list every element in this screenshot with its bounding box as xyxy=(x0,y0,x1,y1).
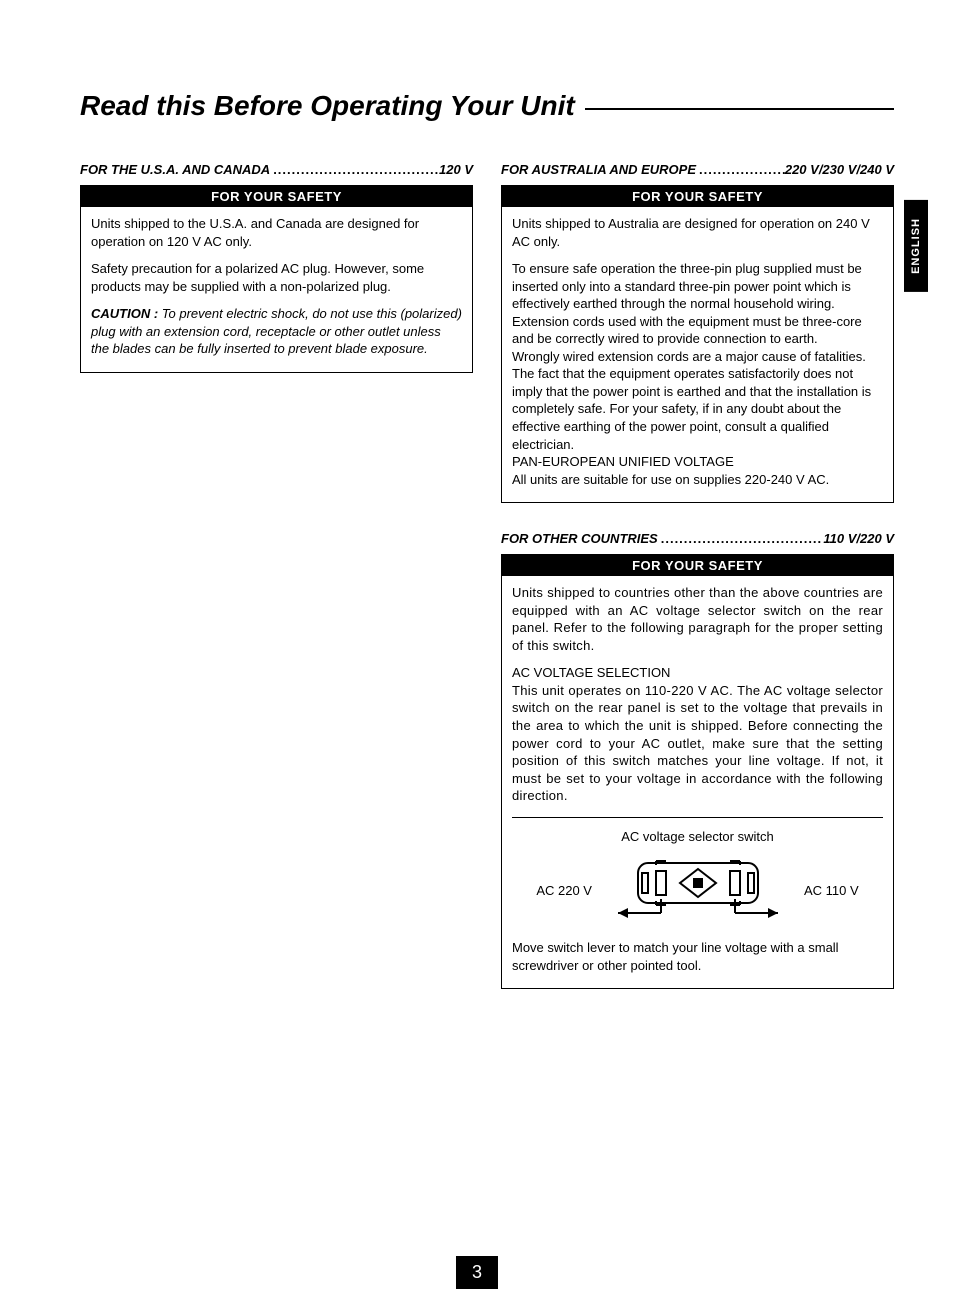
language-tab: ENGLISH xyxy=(904,200,928,292)
region-voltage: 220 V/230 V/240 V xyxy=(785,162,894,177)
voltage-selector-svg xyxy=(598,855,798,925)
other-p1: Units shipped to countries other than th… xyxy=(512,584,883,654)
diagram-caption: AC voltage selector switch xyxy=(512,828,883,846)
usa-caution: CAUTION : To prevent electric shock, do … xyxy=(91,305,462,358)
region-label: FOR OTHER COUNTRIES xyxy=(501,531,658,546)
safety-header: FOR YOUR SAFETY xyxy=(502,555,893,576)
region-dots: ........................................… xyxy=(658,531,824,546)
page-number: 3 xyxy=(456,1256,498,1289)
region-dots: ........................................… xyxy=(270,162,439,177)
region-header-usa: FOR THE U.S.A. AND CANADA ..............… xyxy=(80,162,473,177)
content-columns: FOR THE U.S.A. AND CANADA ..............… xyxy=(80,162,894,1011)
usa-p1: Units shipped to the U.S.A. and Canada a… xyxy=(91,215,462,250)
aus-p1: Units shipped to Australia are designed … xyxy=(512,215,883,250)
other-p2: This unit operates on 110-220 V AC. The … xyxy=(512,682,883,805)
voltage-selector-diagram: AC 220 V xyxy=(512,855,883,925)
left-column: FOR THE U.S.A. AND CANADA ..............… xyxy=(80,162,473,1011)
safety-box-other: FOR YOUR SAFETY Units shipped to countri… xyxy=(501,554,894,989)
page-title-text: Read this Before Operating Your Unit xyxy=(80,90,575,122)
safety-box-usa: FOR YOUR SAFETY Units shipped to the U.S… xyxy=(80,185,473,373)
page-title: Read this Before Operating Your Unit xyxy=(80,90,894,122)
region-label: FOR AUSTRALIA AND EUROPE xyxy=(501,162,696,177)
aus-p5: All units are suitable for use on suppli… xyxy=(512,471,883,489)
other-p3: Move switch lever to match your line vol… xyxy=(512,939,883,974)
safety-header: FOR YOUR SAFETY xyxy=(502,186,893,207)
diagram-label-left: AC 220 V xyxy=(536,882,592,900)
safety-body-aus: Units shipped to Australia are designed … xyxy=(502,207,893,502)
region-voltage: 110 V/220 V xyxy=(823,531,894,546)
safety-body-other: Units shipped to countries other than th… xyxy=(502,576,893,988)
diagram-label-right: AC 110 V xyxy=(804,882,859,900)
aus-p3: Wrongly wired extension cords are a majo… xyxy=(512,348,883,453)
caution-label: CAUTION : xyxy=(91,306,158,321)
region-dots: ........................................… xyxy=(696,162,785,177)
safety-box-aus: FOR YOUR SAFETY Units shipped to Austral… xyxy=(501,185,894,503)
region-label: FOR THE U.S.A. AND CANADA xyxy=(80,162,270,177)
region-voltage: 120 V xyxy=(439,162,473,177)
ac-selection-heading: AC VOLTAGE SELECTION xyxy=(512,664,883,682)
title-rule xyxy=(585,108,894,110)
right-column: FOR AUSTRALIA AND EUROPE ...............… xyxy=(501,162,894,1011)
divider xyxy=(512,817,883,818)
safety-body-usa: Units shipped to the U.S.A. and Canada a… xyxy=(81,207,472,372)
safety-header: FOR YOUR SAFETY xyxy=(81,186,472,207)
usa-p2: Safety precaution for a polarized AC plu… xyxy=(91,260,462,295)
aus-p2: To ensure safe operation the three-pin p… xyxy=(512,260,883,348)
aus-p4: PAN-EUROPEAN UNIFIED VOLTAGE xyxy=(512,453,883,471)
region-header-other: FOR OTHER COUNTRIES ....................… xyxy=(501,531,894,546)
region-header-aus: FOR AUSTRALIA AND EUROPE ...............… xyxy=(501,162,894,177)
